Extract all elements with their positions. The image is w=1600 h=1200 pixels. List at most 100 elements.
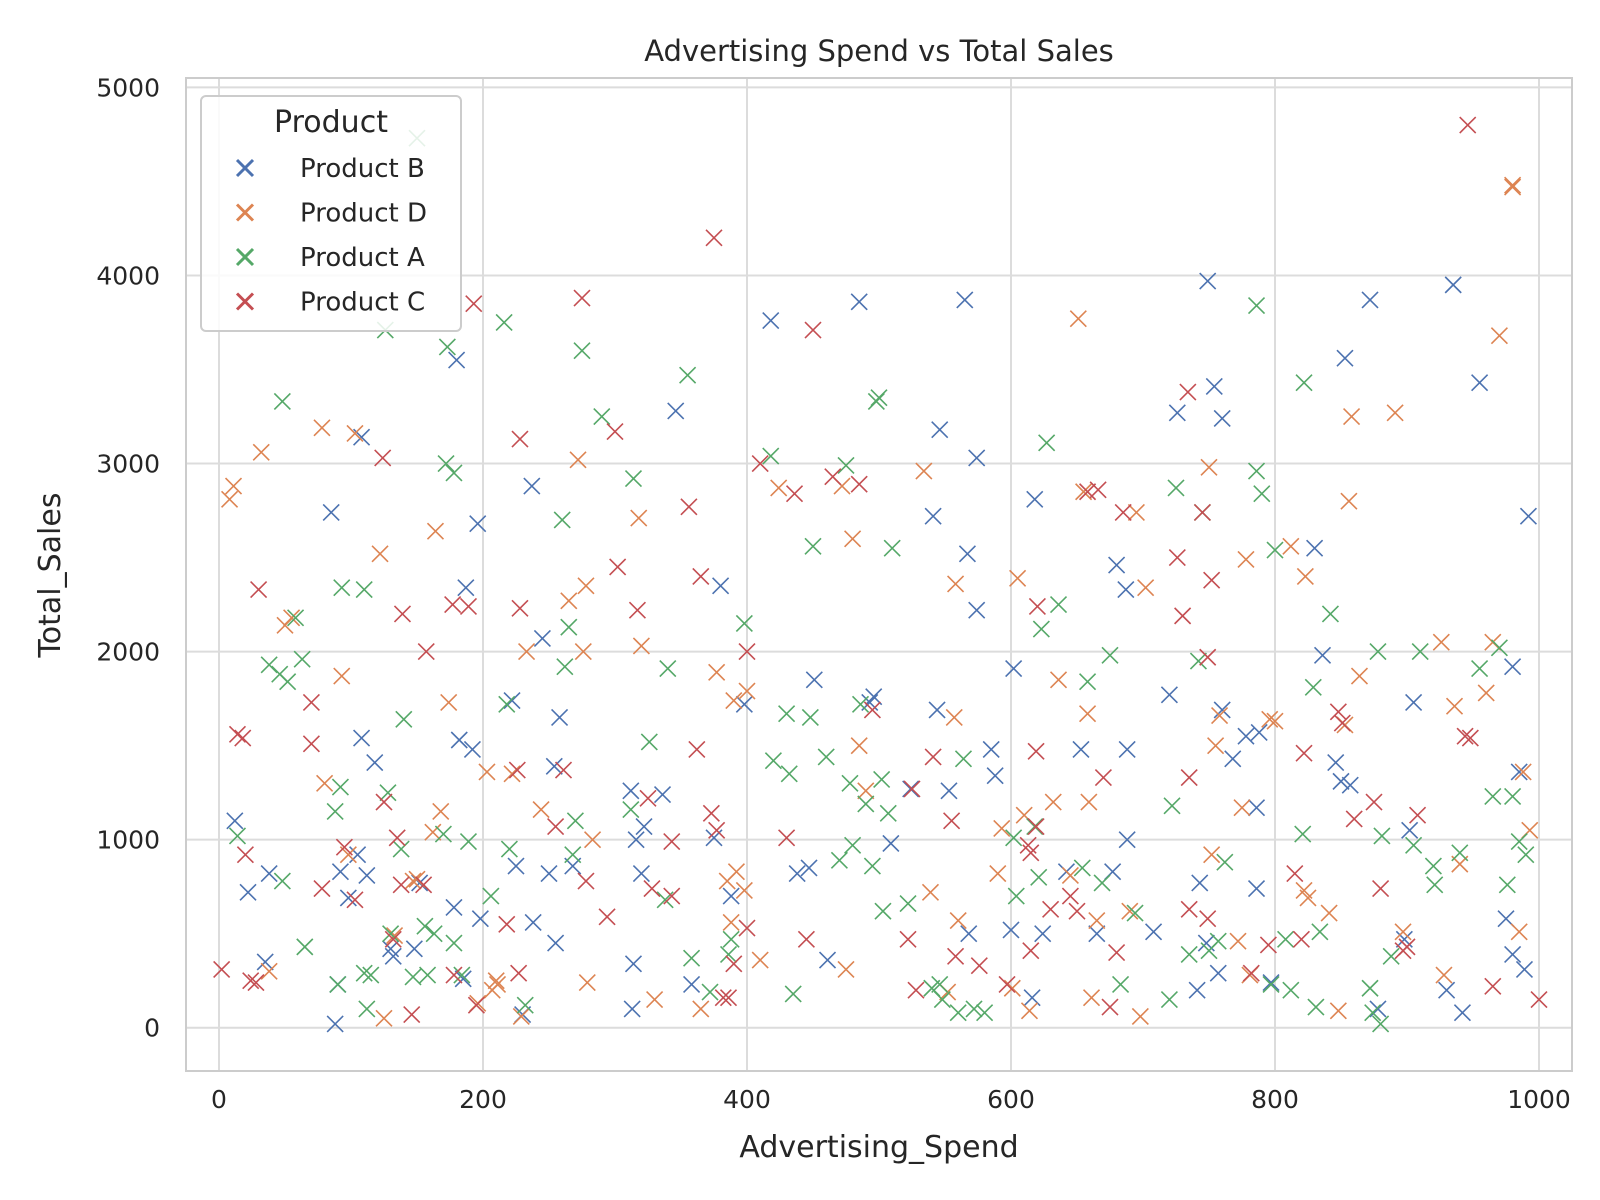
data-point	[1405, 693, 1423, 711]
data-point	[712, 577, 730, 595]
data-point	[220, 490, 239, 508]
data-point	[296, 938, 314, 956]
data-point	[1333, 714, 1351, 732]
data-point	[830, 851, 848, 869]
data-point	[778, 829, 796, 847]
data-point	[960, 925, 978, 943]
legend-items: Product B Product D Product A Product C	[235, 154, 427, 318]
data-point	[593, 407, 611, 426]
data-point	[1180, 945, 1198, 963]
data-point	[902, 780, 920, 798]
data-point	[714, 989, 732, 1007]
data-point	[384, 930, 402, 948]
data-point	[1022, 844, 1040, 862]
data-point	[692, 567, 710, 585]
data-point	[445, 934, 463, 952]
data-point	[454, 970, 472, 988]
data-point	[1101, 998, 1119, 1016]
data-point	[384, 947, 402, 965]
data-point	[1233, 799, 1251, 817]
data-point	[1345, 810, 1363, 828]
data-point	[850, 293, 868, 311]
data-point	[1088, 925, 1106, 943]
data-point	[850, 737, 868, 755]
data-point	[1078, 483, 1097, 501]
data-point	[1435, 966, 1453, 984]
data-point	[316, 774, 334, 792]
data-point	[883, 539, 901, 557]
data-point	[273, 872, 291, 890]
data-point	[725, 955, 743, 973]
data-point	[1034, 925, 1052, 943]
data-point	[1189, 652, 1208, 670]
data-point	[1504, 178, 1522, 196]
data-point	[1118, 831, 1136, 849]
data-point	[1131, 1007, 1149, 1026]
data-point	[393, 605, 412, 623]
data-point	[663, 832, 681, 851]
data-point	[982, 740, 1000, 758]
data-point	[632, 864, 650, 883]
data-point	[968, 449, 986, 467]
data-point	[260, 656, 278, 674]
data-point	[450, 731, 468, 749]
data-point	[751, 951, 769, 969]
data-point	[1350, 667, 1369, 685]
data-point	[1517, 846, 1535, 864]
data-point	[705, 229, 723, 247]
data-point	[445, 966, 463, 984]
legend-marker	[235, 158, 255, 178]
data-point	[1126, 904, 1144, 922]
data-point	[554, 761, 573, 779]
data-point	[945, 708, 963, 726]
data-point	[1082, 989, 1101, 1007]
data-point	[1163, 797, 1181, 815]
data-point	[404, 968, 422, 986]
data-point	[379, 784, 397, 802]
data-point	[958, 545, 977, 563]
data-point	[1111, 975, 1130, 994]
data-point	[824, 468, 842, 486]
data-point	[564, 846, 582, 864]
data-point	[931, 421, 949, 439]
data-point	[751, 454, 769, 473]
data-point	[511, 430, 529, 448]
data-point	[800, 859, 818, 877]
data-point	[624, 955, 643, 973]
series-product-c	[213, 116, 1548, 1024]
data-point	[780, 765, 798, 783]
data-point	[943, 812, 961, 830]
data-point	[928, 701, 946, 719]
data-point	[1209, 932, 1227, 950]
data-point	[445, 898, 463, 916]
data-point	[1361, 979, 1379, 997]
data-point	[879, 804, 897, 822]
data-point	[946, 947, 965, 965]
data-point	[362, 966, 380, 984]
data-point	[1424, 857, 1442, 875]
data-point	[1168, 549, 1186, 567]
data-point	[722, 930, 740, 948]
data-point	[609, 558, 627, 576]
legend-marker	[235, 292, 255, 311]
data-point	[574, 643, 592, 661]
data-point	[355, 964, 373, 982]
data-point	[1229, 932, 1247, 950]
data-point	[335, 838, 353, 856]
data-point	[899, 930, 917, 948]
data-point	[1075, 483, 1093, 501]
y-tick-label: 4000	[96, 261, 160, 290]
data-point	[260, 864, 278, 883]
data-point	[727, 863, 746, 881]
data-point	[653, 785, 672, 804]
data-point	[817, 748, 835, 766]
data-point	[1459, 116, 1477, 134]
data-point	[624, 470, 643, 488]
data-point	[659, 659, 677, 678]
data-point	[426, 522, 445, 540]
data-point	[1484, 977, 1502, 995]
data-point	[358, 866, 376, 884]
data-point	[553, 511, 571, 529]
data-point	[708, 821, 726, 839]
data-point	[725, 691, 743, 710]
